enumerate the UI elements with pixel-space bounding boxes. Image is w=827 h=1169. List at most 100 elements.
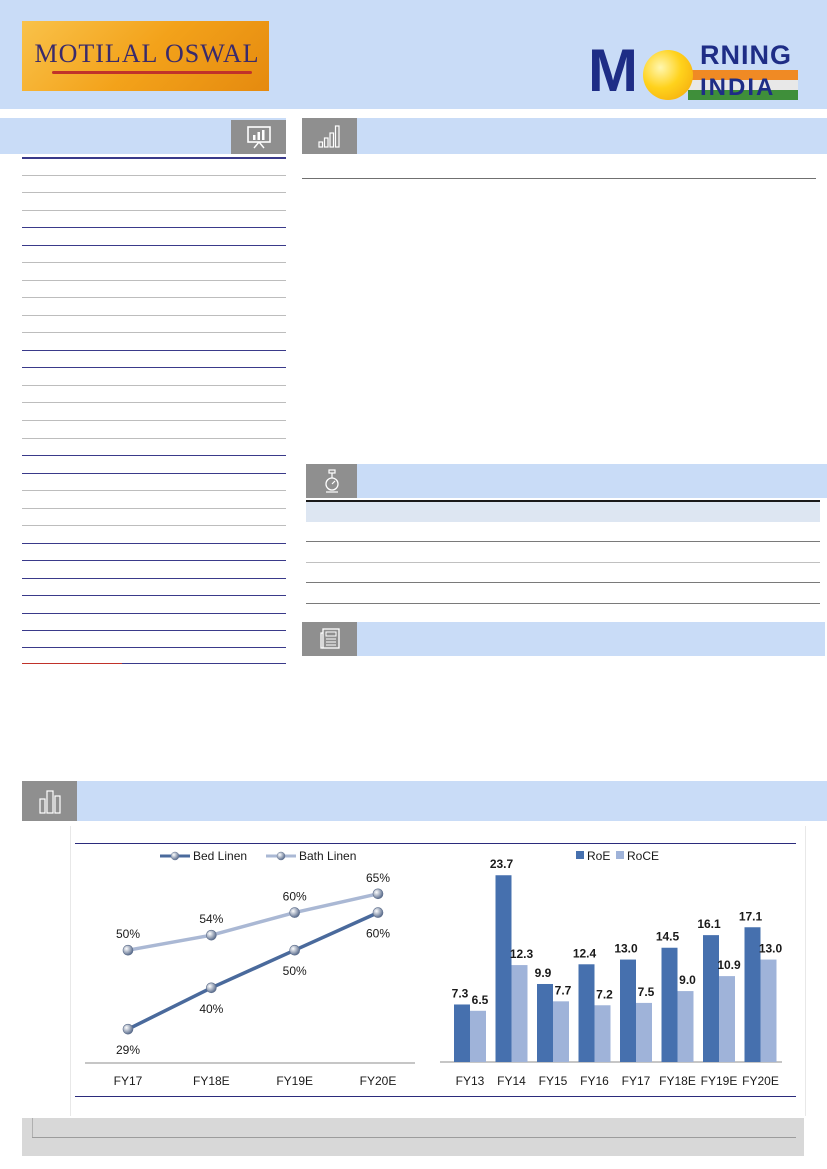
data-label: 29% — [116, 1043, 140, 1057]
roce-bar — [636, 1002, 652, 1062]
sidebar-row-line — [22, 297, 286, 298]
data-point — [372, 907, 384, 918]
data-point — [122, 944, 134, 956]
data-label: 9.0 — [679, 973, 696, 987]
series-line-bed-linen — [127, 911, 379, 1031]
legend-swatch — [576, 851, 584, 859]
data-label: 50% — [283, 964, 307, 978]
data-label: 7.7 — [555, 983, 572, 997]
x-tick-label: FY18E — [193, 1074, 230, 1088]
sidebar-row-line — [22, 175, 286, 176]
x-tick-label: FY13 — [456, 1074, 485, 1088]
data-label: 13.0 — [759, 942, 783, 956]
roe-bar — [620, 959, 636, 1062]
data-label: 7.5 — [638, 985, 655, 999]
building-chart-icon — [22, 781, 77, 821]
roce-bar — [553, 1001, 569, 1062]
sidebar-row-line — [22, 420, 286, 421]
data-label: 7.3 — [452, 986, 469, 1000]
sidebar-row-line — [22, 367, 286, 368]
roce-bar — [677, 991, 694, 1062]
sidebar-row-line — [22, 613, 286, 614]
sidebar-row-line — [22, 438, 286, 439]
logo-text-rning: RNING — [700, 40, 792, 70]
sidebar-row-line — [22, 280, 286, 281]
sidebar-row-line — [22, 508, 286, 509]
data-label: 10.9 — [717, 958, 741, 972]
morning-india-logo: M RNING INDIA — [588, 37, 803, 104]
footer-divider — [32, 1118, 33, 1137]
charts-header-bar — [22, 781, 827, 821]
sidebar-row-line — [22, 262, 286, 263]
newspaper-icon — [302, 622, 357, 656]
logo-text-india: INDIA — [700, 74, 776, 101]
x-tick-label: FY18E — [659, 1074, 696, 1088]
roce-bar — [719, 976, 735, 1062]
sidebar-row-line — [22, 332, 286, 333]
sidebar-row-line — [22, 455, 286, 456]
data-label: 60% — [283, 890, 307, 904]
data-label: 17.1 — [739, 909, 763, 923]
presentation-chart-icon — [231, 120, 286, 154]
roce-bar — [511, 965, 528, 1062]
bar-chart-icon — [302, 118, 357, 154]
logo-letter-m: M — [588, 37, 638, 104]
page-header: MOTILAL OSWAL M RNING INDIA — [0, 0, 827, 109]
sidebar-row-line — [22, 402, 286, 403]
legend-label: Bath Linen — [299, 849, 356, 863]
data-label: 12.3 — [510, 947, 534, 961]
sidebar-row-line — [22, 630, 286, 631]
legend-marker — [276, 851, 286, 861]
roce-bar — [760, 959, 777, 1062]
data-label: 23.7 — [490, 857, 514, 871]
thermometer-icon — [306, 464, 357, 498]
roe-bar — [661, 947, 678, 1062]
table-row-line — [306, 562, 820, 563]
roce-bar — [594, 1005, 611, 1062]
roce-bar — [470, 1010, 486, 1062]
legend-swatch — [616, 851, 624, 859]
data-point — [372, 888, 384, 900]
data-label: 12.4 — [573, 946, 597, 960]
footer-rule — [32, 1137, 796, 1138]
table-header-row — [306, 500, 820, 522]
roe-bar — [744, 927, 761, 1062]
sidebar-row-line — [22, 315, 286, 316]
sidebar-row-line — [22, 192, 286, 193]
data-label: 50% — [116, 927, 140, 941]
sidebar-row-line — [22, 663, 286, 664]
sidebar-row-line — [22, 560, 286, 561]
x-tick-label: FY14 — [497, 1074, 526, 1088]
data-label: 14.5 — [656, 930, 680, 944]
logo-text: MOTILAL OSWAL — [34, 39, 260, 68]
data-point — [206, 929, 217, 941]
chart-frame — [70, 826, 806, 1116]
sidebar-row-line — [22, 647, 286, 648]
roe-bar — [537, 983, 553, 1062]
logo-stripes — [688, 70, 798, 100]
data-label: 6.5 — [472, 993, 489, 1007]
roe-bar — [578, 964, 595, 1062]
x-tick-label: FY19E — [701, 1074, 738, 1088]
news-header-bar — [302, 622, 825, 656]
data-point — [289, 907, 300, 918]
x-tick-label: FY20E — [742, 1074, 779, 1088]
sidebar-row-line — [22, 210, 286, 211]
data-point — [206, 982, 217, 994]
sidebar-row-line — [22, 525, 286, 526]
legend-marker — [170, 851, 180, 861]
market-header-bar — [302, 118, 827, 154]
sidebar-row-line — [22, 157, 286, 159]
x-tick-label: FY20E — [360, 1074, 397, 1088]
table-row-line — [306, 582, 820, 583]
motilal-oswal-logo[interactable]: MOTILAL OSWAL — [22, 21, 269, 91]
legend-label: Bed Linen — [193, 849, 247, 863]
sidebar-row-line — [22, 543, 286, 544]
data-point — [289, 944, 300, 956]
table-row-line — [306, 603, 820, 604]
series-line-bath-linen — [127, 892, 379, 952]
bar-chart: RoE RoCE 7.3 6.5 FY13 23.7 12.3 FY14 9.97.7 FY15 1… — [440, 849, 783, 1088]
x-tick-label: FY17 — [622, 1074, 651, 1088]
data-label: 40% — [199, 1002, 223, 1016]
sidebar-row-line — [22, 578, 286, 579]
